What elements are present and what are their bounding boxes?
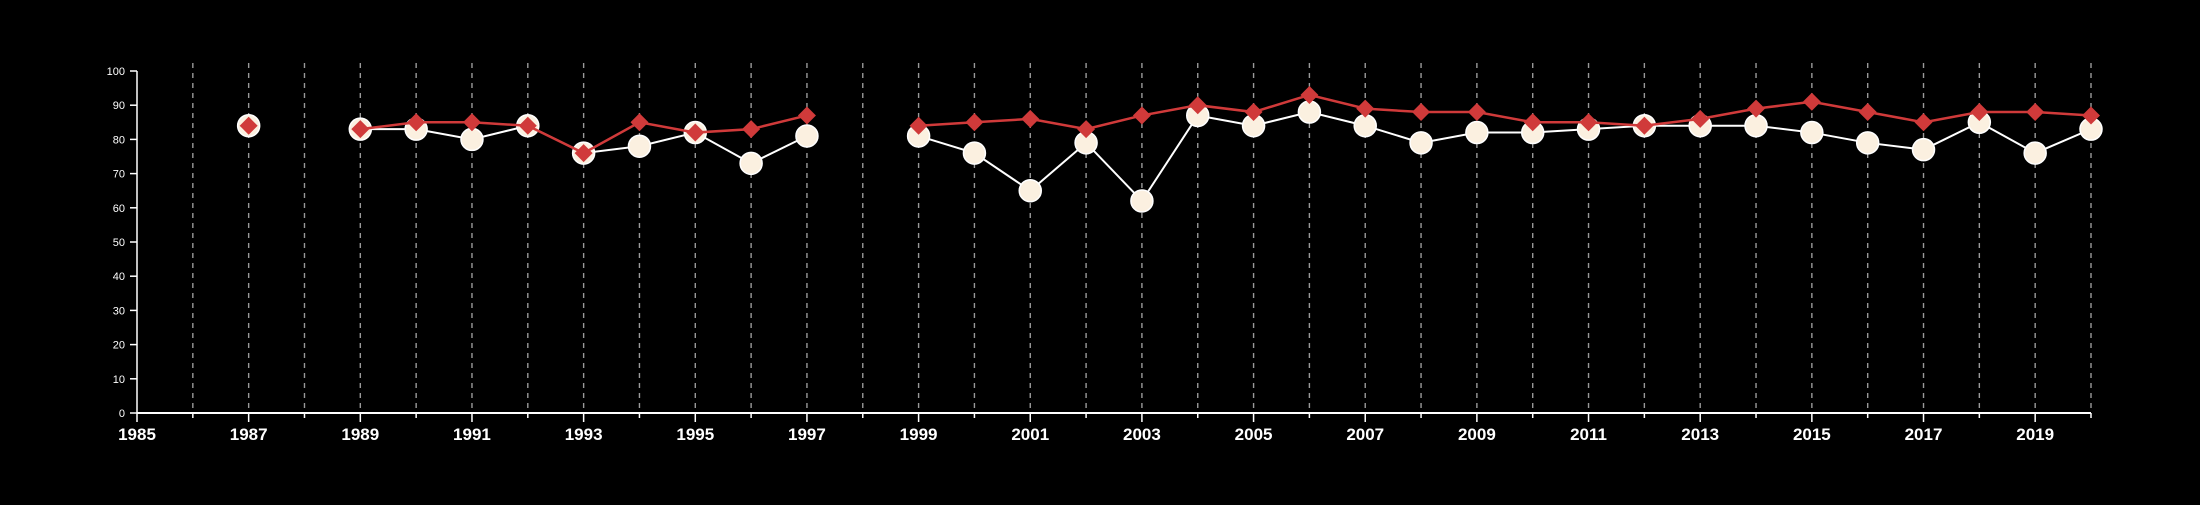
x-tick-label: 1991 — [453, 425, 491, 444]
point-diamond-2003 — [1132, 106, 1151, 125]
point-circle-1994 — [627, 134, 652, 158]
x-tick-label: 1995 — [676, 425, 714, 444]
point-diamond-2005 — [1244, 103, 1263, 122]
point-diamond-1991 — [462, 113, 481, 132]
y-tick-label: 40 — [113, 271, 125, 283]
point-diamond-2009 — [1467, 103, 1486, 122]
x-tick-label: 2019 — [2016, 425, 2054, 444]
y-tick-label: 10 — [113, 374, 125, 386]
x-tick-label: 1993 — [565, 425, 603, 444]
point-diamond-2008 — [1412, 103, 1431, 122]
y-tick-label: 30 — [113, 305, 125, 317]
y-tick-label: 90 — [113, 100, 125, 112]
y-tick-label: 50 — [113, 237, 125, 249]
point-circle-2014 — [1744, 113, 1768, 138]
point-diamond-2000 — [965, 113, 984, 132]
x-tick-label: 2015 — [1793, 425, 1831, 444]
x-tick-label: 2009 — [1458, 425, 1496, 444]
series — [236, 85, 2103, 213]
x-tick-label: 1985 — [118, 425, 156, 444]
point-diamond-2016 — [1858, 103, 1877, 122]
point-diamond-2010 — [1523, 113, 1542, 132]
point-diamond-2017 — [1914, 113, 1933, 132]
y-tick-label: 100 — [107, 66, 125, 78]
x-tick-label: 2013 — [1681, 425, 1719, 444]
y-tick-label: 0 — [119, 408, 125, 420]
y-tick-label: 80 — [113, 134, 125, 146]
point-circle-2003 — [1130, 189, 1154, 213]
x-tick-label: 2007 — [1346, 425, 1384, 444]
x-tick-label: 2003 — [1123, 425, 1161, 444]
point-circle-1997 — [795, 124, 819, 148]
point-diamond-1987 — [239, 116, 258, 135]
point-circle-2001 — [1018, 178, 1043, 203]
x-tick-label: 1989 — [341, 425, 379, 444]
x-tick-label: 2011 — [1570, 425, 1607, 444]
series-diamond-line-2 — [918, 93, 2092, 131]
point-diamond-2006 — [1300, 85, 1319, 104]
axes: 0 10 20 30 40 50 60 70 80 90 100 1985 1987 1989 1991 19… — [107, 66, 2092, 444]
point-circle-2008 — [1409, 131, 1433, 155]
point-diamond-2002 — [1077, 120, 1096, 139]
point-diamond-1999 — [909, 116, 928, 135]
point-diamond-1992 — [518, 116, 537, 135]
x-tick-label: 1987 — [230, 425, 268, 444]
point-circle-2016 — [1855, 131, 1880, 155]
point-diamond-2019 — [2026, 103, 2045, 122]
gridlines — [192, 63, 2092, 413]
point-circle-1996 — [739, 151, 763, 176]
point-circle-2009 — [1465, 120, 1489, 145]
y-tick-label: 60 — [113, 203, 125, 215]
point-diamond-2012 — [1635, 116, 1654, 135]
y-tick-label: 70 — [113, 169, 125, 181]
point-circle-2000 — [962, 141, 987, 165]
point-circle-2006 — [1297, 100, 1322, 124]
point-diamond-2001 — [1021, 109, 1040, 128]
series-circle-line-2 — [918, 111, 2092, 203]
x-tick-label: 2017 — [1905, 425, 1943, 444]
point-diamond-2015 — [1802, 92, 1821, 111]
point-diamond-2007 — [1356, 99, 1375, 118]
point-diamond-1995 — [686, 123, 705, 142]
point-diamond-1996 — [742, 120, 761, 139]
point-diamond-1989 — [351, 120, 370, 139]
point-circle-2017 — [1911, 137, 1936, 162]
y-tick-label: 20 — [113, 340, 125, 352]
point-diamond-2011 — [1579, 113, 1598, 132]
point-diamond-1990 — [407, 113, 426, 132]
point-diamond-2014 — [1747, 99, 1766, 118]
point-circle-2019 — [2023, 141, 2047, 165]
x-tick-label: 2005 — [1235, 425, 1273, 444]
point-diamond-2013 — [1691, 109, 1710, 128]
point-diamond-1993 — [574, 144, 593, 163]
point-diamond-2018 — [1970, 103, 1989, 122]
point-circle-1991 — [460, 127, 484, 152]
point-circle-2015 — [1800, 120, 1824, 145]
point-diamond-1997 — [797, 106, 816, 125]
point-diamond-2020 — [2082, 106, 2100, 125]
x-tick-label: 1999 — [900, 425, 938, 444]
x-tick-label: 1997 — [788, 425, 826, 444]
point-diamond-2004 — [1188, 96, 1207, 115]
x-tick-label: 2001 — [1011, 425, 1049, 444]
point-circle-2007 — [1353, 113, 1377, 138]
point-diamond-1994 — [630, 113, 649, 132]
